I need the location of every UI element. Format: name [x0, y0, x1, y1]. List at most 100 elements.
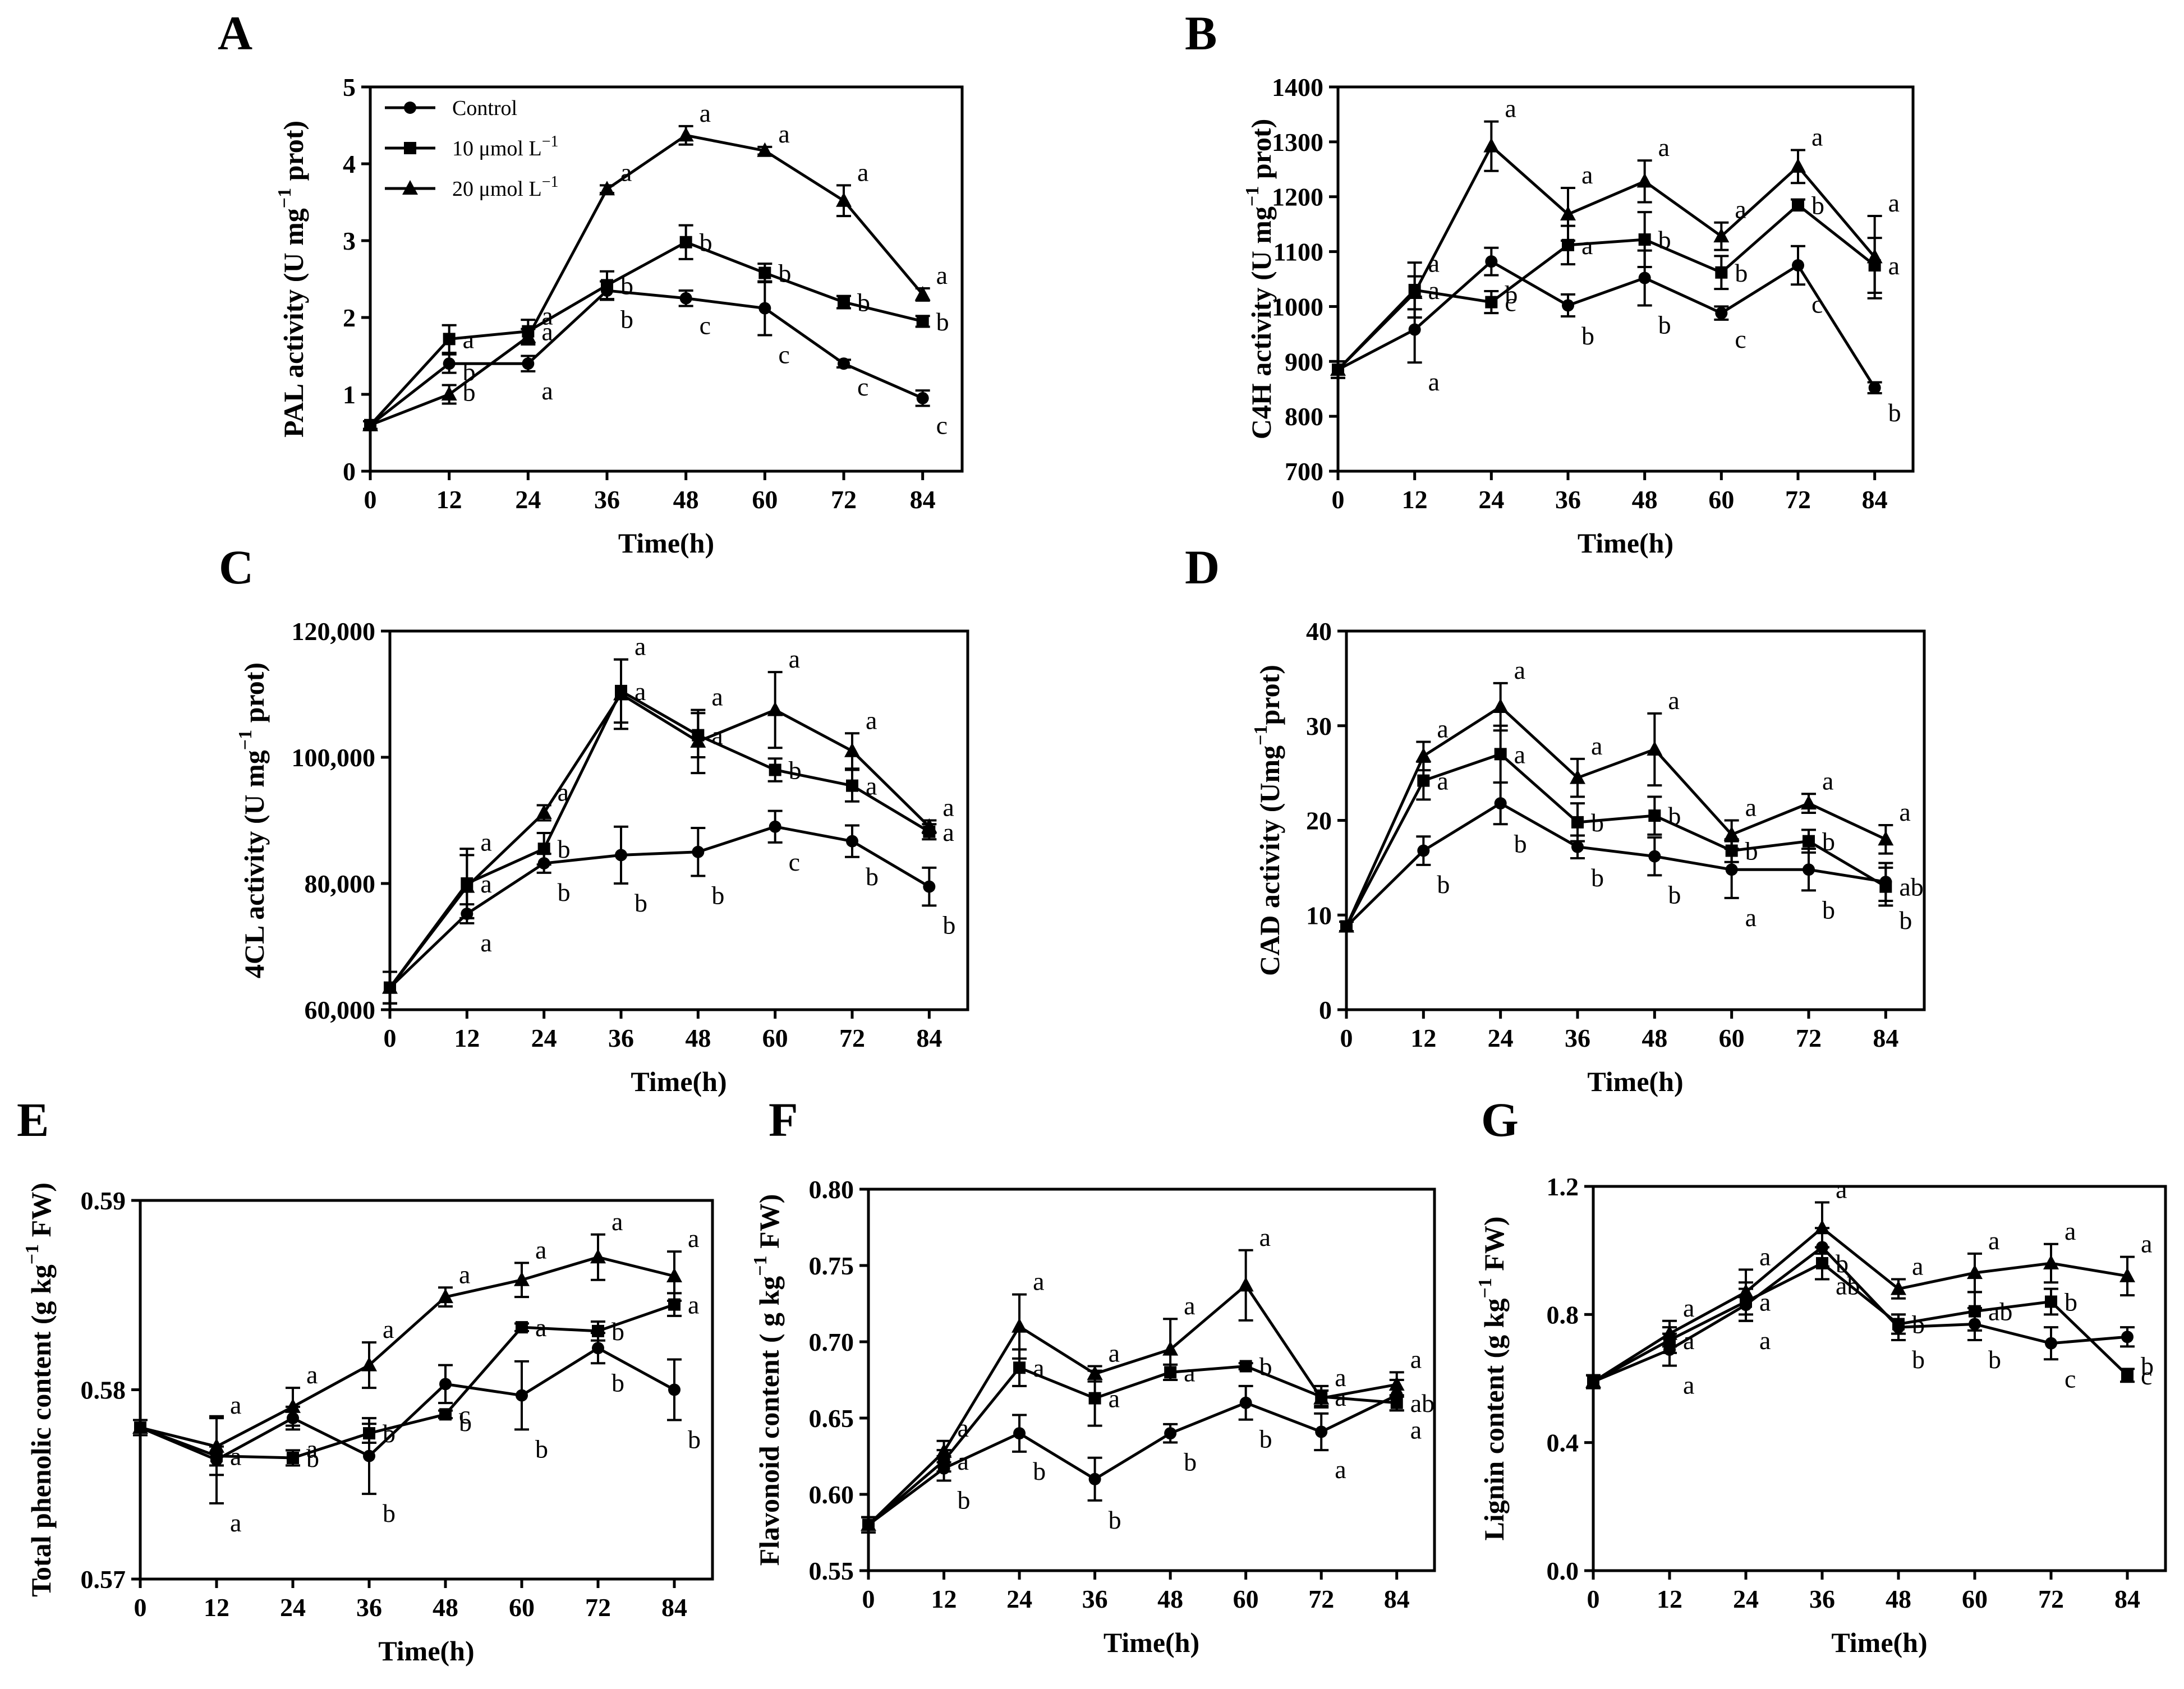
significance-label: a — [480, 928, 491, 957]
panel-c: C 60,000 80,000 100,000 120,000 0 12 24 36 48 60 72… — [219, 540, 969, 1097]
data-point — [1738, 1283, 1754, 1299]
data-point — [838, 296, 850, 309]
x-tick-label: 60 — [1962, 1585, 1988, 1613]
y-tick-label: 0.55 — [809, 1557, 854, 1585]
data-point — [362, 416, 378, 431]
significance-label: a — [958, 1414, 969, 1442]
data-point — [2045, 1337, 2057, 1350]
significance-label: a — [230, 1508, 241, 1537]
data-point — [1638, 233, 1651, 246]
series-low: aab bb bab — [1339, 724, 1924, 933]
y-tick-label: 1300 — [1272, 128, 1323, 157]
data-point — [1803, 863, 1815, 876]
data-point — [1638, 271, 1651, 284]
x-tick-label: 36 — [1082, 1585, 1108, 1613]
data-point — [615, 849, 627, 862]
series-line — [1345, 705, 1887, 927]
significance-label: a — [1735, 195, 1746, 224]
significance-label: a — [1514, 740, 1525, 768]
significance-label: a — [1428, 276, 1440, 305]
y-tick-label: 0 — [1319, 996, 1332, 1024]
y-tick-label: 1.2 — [1547, 1172, 1579, 1201]
y-axis-title: 4CL activity (U mg−1 prot) — [235, 662, 270, 978]
series-line — [867, 1364, 1397, 1526]
significance-label: b — [700, 228, 712, 257]
y-tick-label: 0.8 — [1547, 1300, 1579, 1329]
x-tick-label: 72 — [839, 1024, 865, 1052]
data-point — [1162, 1341, 1179, 1356]
significance-label: a — [1811, 123, 1823, 151]
data-point — [1636, 173, 1653, 188]
series-line — [1337, 260, 1876, 389]
data-point — [838, 357, 850, 370]
data-point — [536, 804, 552, 819]
significance-label: a — [1505, 94, 1516, 123]
significance-label: c — [857, 372, 868, 401]
data-point — [601, 279, 613, 292]
significance-label: b — [778, 259, 791, 288]
data-point — [443, 333, 456, 346]
significance-label: a — [480, 869, 491, 898]
panel-letter: B — [1185, 6, 1217, 60]
significance-label: a — [230, 1442, 241, 1471]
x-axis-title: Time(h) — [631, 1066, 727, 1097]
data-point — [1417, 774, 1430, 787]
data-point — [537, 843, 550, 855]
panel-b: B 700 800 900 1000 1100 1200 1300 1400 0 12 24 36 48 6… — [1185, 6, 1915, 559]
significance-label: c — [778, 340, 789, 369]
data-point — [1790, 158, 1806, 173]
data-point — [1315, 1425, 1328, 1438]
y-tick-label: 0.70 — [809, 1328, 854, 1356]
data-point — [1415, 747, 1432, 762]
y-axis-title-main: Flavonoid content ( g kg — [753, 1276, 785, 1566]
significance-label: c — [2141, 1361, 2152, 1390]
panel-d: D 0 10 20 30 40 0 12 24 36 48 60 72 84 Time(h) CAD acti… — [1185, 540, 1926, 1097]
y-tick-label: 20 — [1306, 807, 1332, 835]
significance-label: b — [1658, 225, 1671, 254]
y-tick-label: 5 — [343, 73, 356, 102]
y-tick-label: 60,000 — [305, 996, 376, 1024]
legend-label-main: Control — [452, 96, 517, 120]
x-tick-label: 24 — [1478, 485, 1504, 514]
data-point — [769, 763, 781, 776]
y-axis-title-sup: −1 — [235, 730, 256, 750]
significance-label: a — [459, 1260, 470, 1288]
x-tick-label: 12 — [1402, 485, 1428, 514]
significance-label: a — [1759, 1326, 1771, 1355]
significance-label: b — [535, 1434, 548, 1463]
plot-frame — [388, 629, 969, 1011]
significance-label: a — [1683, 1326, 1694, 1355]
significance-label: b — [1668, 802, 1681, 830]
x-tick-label: 60 — [509, 1593, 535, 1622]
significance-label: a — [711, 721, 723, 750]
significance-label: b — [958, 1486, 971, 1515]
data-point — [1892, 1318, 1905, 1331]
data-point — [1388, 1376, 1405, 1391]
series-line — [369, 240, 923, 426]
data-point — [285, 1398, 301, 1413]
y-tick-label: 0.4 — [1547, 1429, 1579, 1457]
x-tick-label: 72 — [2038, 1585, 2064, 1613]
series-line — [370, 134, 924, 427]
significance-label: b — [620, 271, 633, 300]
significance-label: a — [1759, 1288, 1771, 1317]
y-axis-title-tail: prot) — [278, 121, 309, 188]
data-point — [1562, 299, 1574, 312]
data-point — [2121, 1331, 2134, 1343]
data-point — [599, 181, 615, 196]
data-point — [668, 1383, 681, 1396]
data-point — [443, 357, 456, 370]
x-tick-label: 84 — [916, 1024, 942, 1052]
y-axis-title-sup: −1 — [750, 1255, 771, 1276]
y-axis-title-sup: −1 — [1242, 186, 1263, 206]
x-tick-label: 84 — [1873, 1024, 1898, 1052]
data-point — [1485, 296, 1498, 309]
y-tick-label: 1400 — [1272, 73, 1323, 102]
y-tick-label: 10 — [1306, 901, 1332, 929]
significance-label: b — [1658, 310, 1671, 339]
data-point — [592, 1342, 604, 1355]
